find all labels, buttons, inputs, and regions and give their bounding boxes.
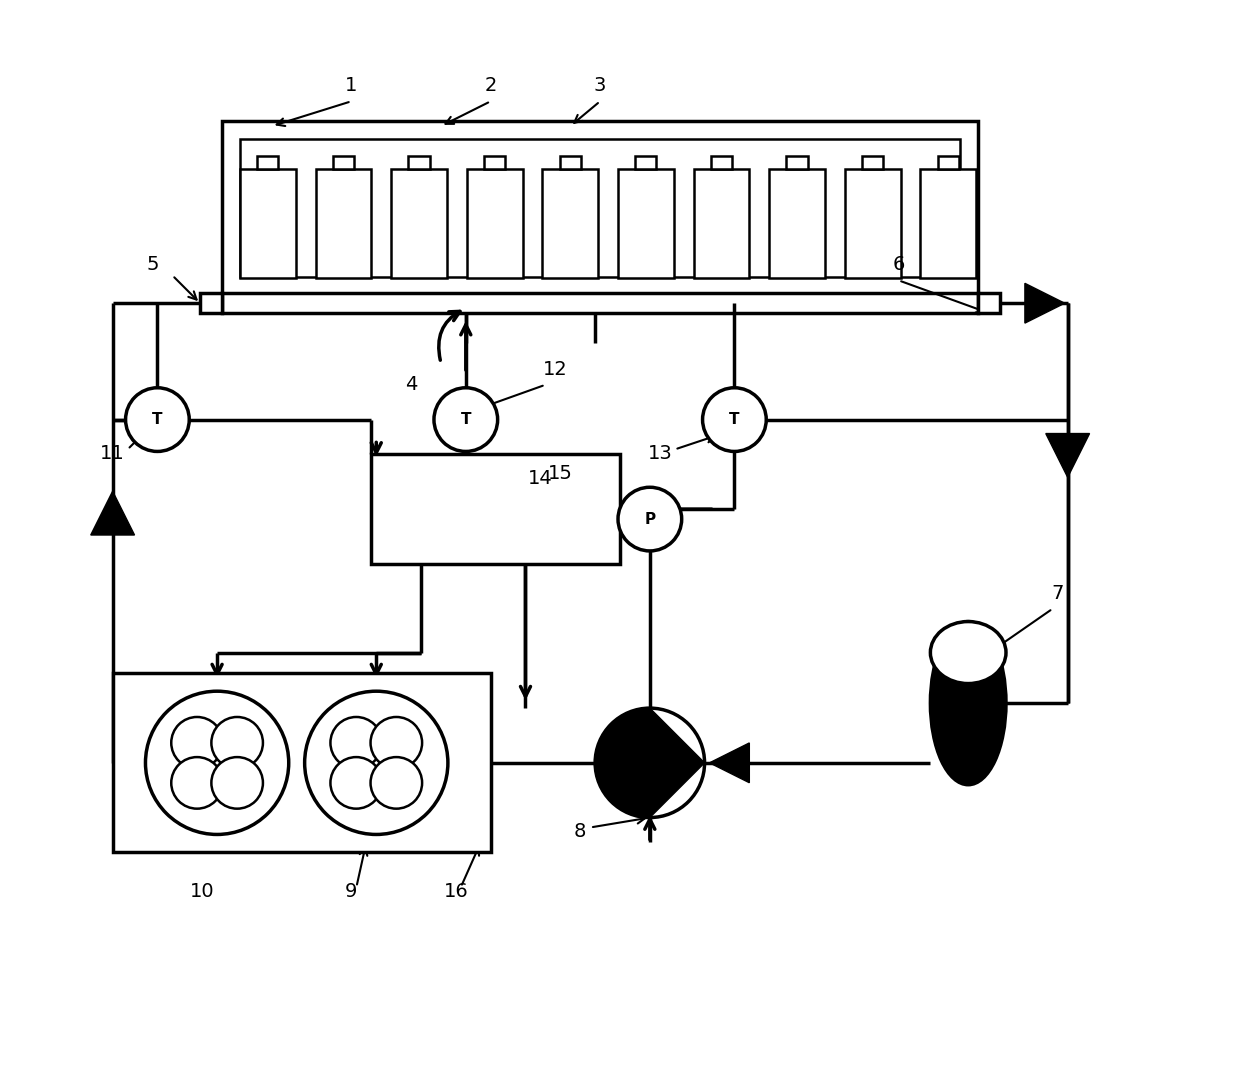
Text: 12: 12 xyxy=(543,360,568,379)
Text: T: T xyxy=(460,412,471,427)
Text: 7: 7 xyxy=(1052,583,1064,603)
Text: P: P xyxy=(645,511,656,526)
Bar xyxy=(484,156,505,169)
Text: 1: 1 xyxy=(345,76,357,96)
Bar xyxy=(316,169,371,278)
Bar xyxy=(408,156,429,169)
Ellipse shape xyxy=(930,622,1006,683)
Ellipse shape xyxy=(171,717,223,769)
Bar xyxy=(844,169,900,278)
Polygon shape xyxy=(1045,434,1090,477)
Bar xyxy=(222,121,978,295)
Bar xyxy=(200,293,222,314)
Ellipse shape xyxy=(211,717,263,769)
Ellipse shape xyxy=(930,622,1006,785)
Polygon shape xyxy=(91,491,134,535)
Bar xyxy=(542,169,598,278)
Ellipse shape xyxy=(211,757,263,809)
Bar xyxy=(920,169,976,278)
Circle shape xyxy=(703,388,766,451)
Text: T: T xyxy=(153,412,162,427)
Bar xyxy=(466,169,522,278)
Ellipse shape xyxy=(330,717,382,769)
Ellipse shape xyxy=(371,757,422,809)
Bar xyxy=(786,156,807,169)
Circle shape xyxy=(434,388,497,451)
Bar xyxy=(635,156,656,169)
Text: 3: 3 xyxy=(594,76,606,96)
Text: 16: 16 xyxy=(444,882,469,901)
Bar xyxy=(769,169,825,278)
Bar xyxy=(257,156,279,169)
Polygon shape xyxy=(595,708,650,817)
Bar xyxy=(618,169,673,278)
Polygon shape xyxy=(650,708,704,817)
Bar xyxy=(332,156,355,169)
Bar xyxy=(391,169,446,278)
Text: 10: 10 xyxy=(190,882,215,901)
Text: 11: 11 xyxy=(100,445,125,463)
Polygon shape xyxy=(709,743,749,783)
Text: 5: 5 xyxy=(146,256,159,274)
Bar xyxy=(559,156,580,169)
Circle shape xyxy=(595,708,704,817)
Bar xyxy=(693,169,749,278)
Bar xyxy=(711,156,732,169)
Text: 15: 15 xyxy=(548,464,573,483)
Bar xyxy=(978,293,999,314)
Text: 9: 9 xyxy=(345,882,357,901)
Bar xyxy=(241,139,960,277)
Polygon shape xyxy=(1025,284,1065,323)
Circle shape xyxy=(618,488,682,551)
Text: 4: 4 xyxy=(405,375,418,394)
Text: 2: 2 xyxy=(485,76,497,96)
Ellipse shape xyxy=(171,757,223,809)
Circle shape xyxy=(125,388,190,451)
Text: 13: 13 xyxy=(647,445,672,463)
Bar xyxy=(862,156,883,169)
Ellipse shape xyxy=(371,717,422,769)
Text: 14: 14 xyxy=(528,469,553,489)
Circle shape xyxy=(305,692,448,834)
Bar xyxy=(371,454,620,564)
Bar xyxy=(222,293,978,314)
Bar xyxy=(241,169,295,278)
Bar xyxy=(937,156,959,169)
Text: T: T xyxy=(729,412,739,427)
Bar xyxy=(113,673,491,853)
Ellipse shape xyxy=(330,757,382,809)
Text: 8: 8 xyxy=(574,823,587,841)
Text: 6: 6 xyxy=(893,256,905,274)
Circle shape xyxy=(145,692,289,834)
